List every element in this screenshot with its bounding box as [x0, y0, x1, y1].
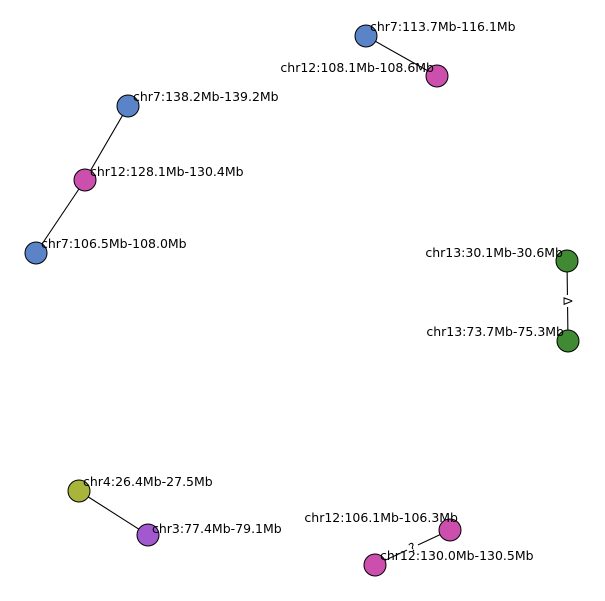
edge-label-bg — [560, 294, 575, 308]
edges-layer: Δ? — [35, 35, 575, 566]
node-n9[interactable] — [136, 523, 160, 547]
edge-n8-n9 — [78, 490, 149, 536]
edge-label-bg — [404, 538, 421, 557]
edge-n3-n4 — [84, 105, 129, 181]
node-label: chr4:26.4Mb-27.5Mb — [83, 474, 213, 489]
node-label: chr13:30.1Mb-30.6Mb — [425, 245, 563, 260]
edge-n1-n2 — [365, 35, 438, 77]
node-label: chr3:77.4Mb-79.1Mb — [152, 521, 282, 536]
edge-n4-n5 — [35, 179, 86, 254]
node-n7[interactable] — [556, 329, 580, 353]
node-n2[interactable] — [425, 64, 449, 88]
node-n4[interactable] — [73, 168, 97, 192]
nodes-layer — [24, 24, 580, 577]
node-n11[interactable] — [363, 553, 387, 577]
node-n10[interactable] — [438, 518, 462, 542]
node-label: chr7:113.7Mb-116.1Mb — [370, 19, 516, 34]
node-n5[interactable] — [24, 241, 48, 265]
node-label: chr13:73.7Mb-75.3Mb — [426, 324, 564, 339]
node-label: chr7:106.5Mb-108.0Mb — [41, 236, 187, 251]
node-n3[interactable] — [116, 94, 140, 118]
node-label: chr12:130.0Mb-130.5Mb — [380, 548, 534, 563]
edge-label: ? — [407, 540, 419, 555]
node-n8[interactable] — [67, 479, 91, 503]
edge-label: Δ — [560, 297, 574, 306]
node-label: chr12:128.1Mb-130.4Mb — [90, 164, 244, 179]
node-n1[interactable] — [354, 24, 378, 48]
node-label: chr7:138.2Mb-139.2Mb — [133, 89, 279, 104]
node-label: chr12:108.1Mb-108.6Mb — [280, 60, 434, 75]
node-label: chr12:106.1Mb-106.3Mb — [304, 510, 458, 525]
node-n6[interactable] — [555, 249, 579, 273]
labels-layer: chr7:113.7Mb-116.1Mb chr12:108.1Mb-108.6M… — [41, 19, 564, 563]
